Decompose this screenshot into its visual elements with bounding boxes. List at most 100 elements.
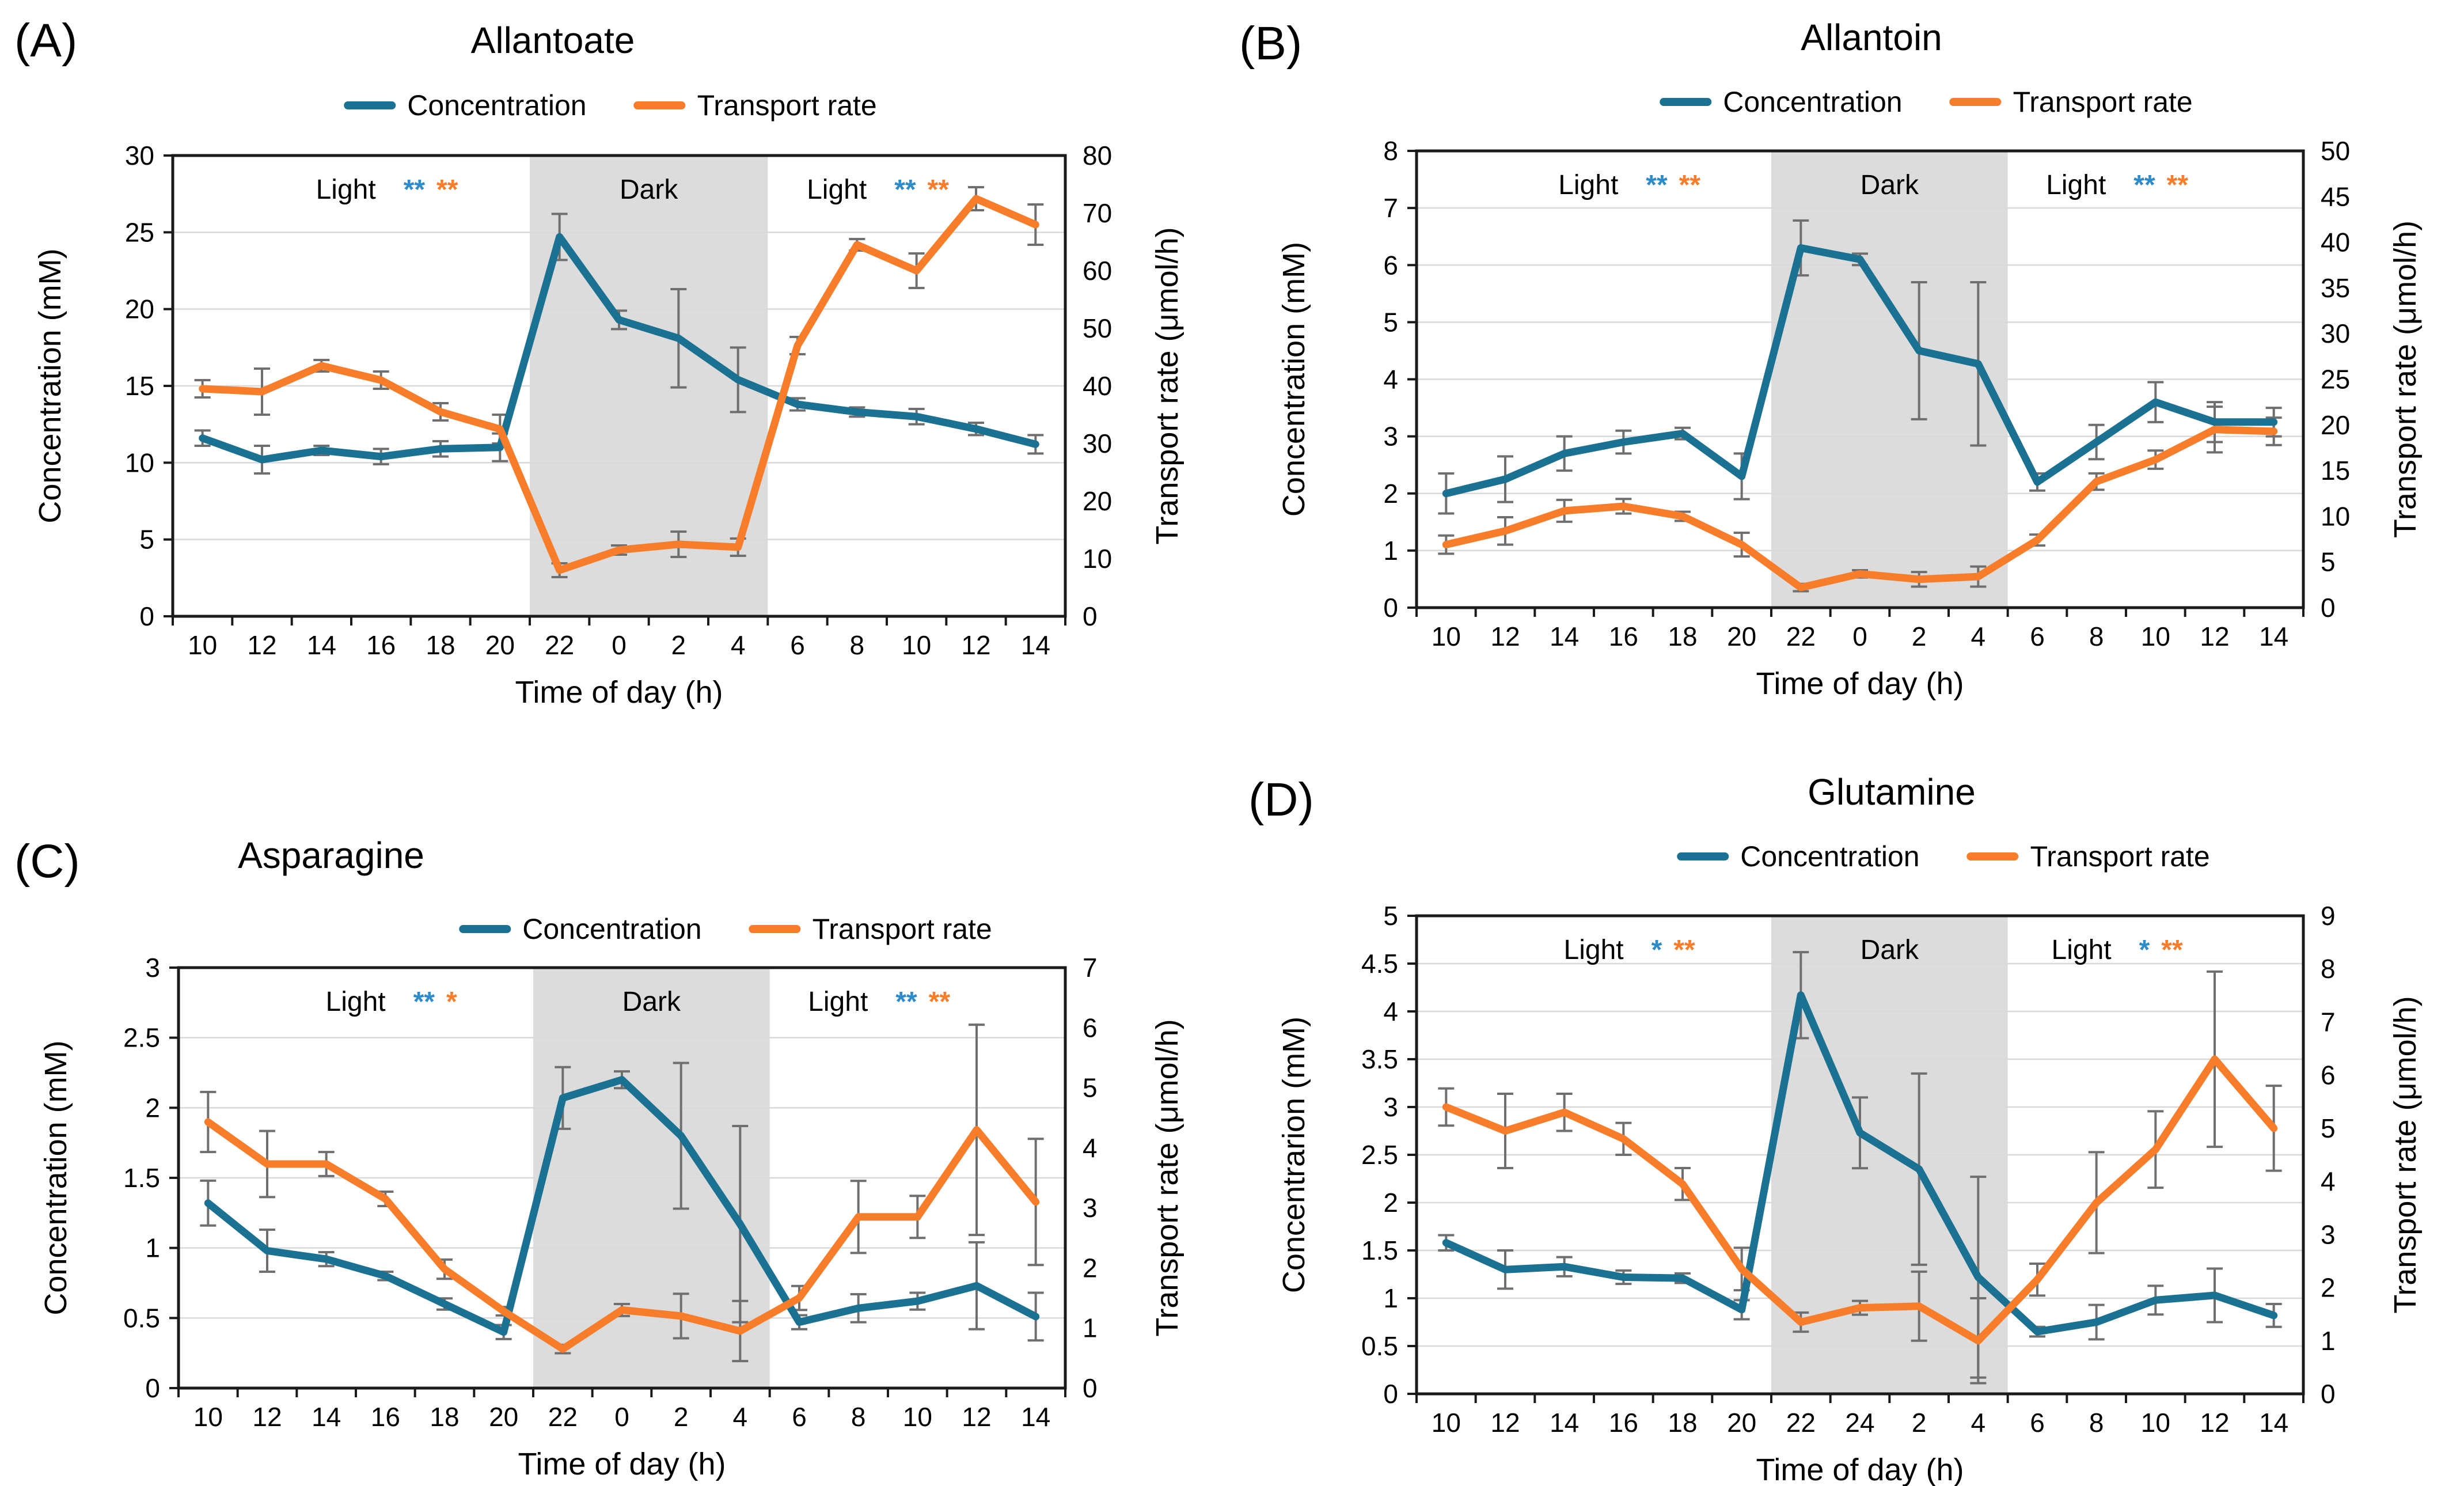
svg-text:2: 2 [674, 1402, 689, 1432]
svg-text:30: 30 [2321, 319, 2350, 348]
svg-text:15: 15 [2321, 456, 2350, 486]
svg-text:50: 50 [2321, 136, 2350, 166]
svg-text:0: 0 [1083, 601, 1098, 631]
svg-text:6: 6 [1083, 1013, 1098, 1043]
svg-text:Concentration (mM): Concentration (mM) [39, 1040, 73, 1315]
concentration-line-swatch [1677, 852, 1729, 860]
svg-text:2.5: 2.5 [1361, 1140, 1398, 1170]
svg-text:Light***: Light*** [1564, 935, 1695, 965]
svg-text:4: 4 [2321, 1166, 2336, 1196]
svg-text:18: 18 [1668, 1408, 1697, 1438]
svg-text:1.5: 1.5 [123, 1163, 160, 1193]
svg-text:70: 70 [1083, 198, 1112, 228]
svg-text:10: 10 [2321, 501, 2350, 531]
svg-text:20: 20 [125, 294, 154, 324]
svg-text:Time of day (h): Time of day (h) [515, 675, 723, 710]
panel-title: Glutamine [1808, 771, 1976, 813]
legend: Concentration Transport rate [1677, 842, 2210, 871]
svg-text:3: 3 [2321, 1219, 2336, 1249]
svg-text:6: 6 [792, 1402, 807, 1432]
svg-text:14: 14 [307, 630, 336, 660]
svg-text:5: 5 [1083, 1073, 1098, 1103]
svg-text:16: 16 [371, 1402, 400, 1432]
svg-text:2: 2 [1383, 479, 1398, 509]
svg-text:0: 0 [1083, 1373, 1098, 1403]
svg-text:2: 2 [1912, 1408, 1927, 1438]
svg-text:30: 30 [125, 141, 154, 170]
svg-text:10: 10 [1083, 544, 1112, 574]
svg-text:Dark: Dark [622, 987, 681, 1017]
svg-text:20: 20 [489, 1402, 518, 1432]
svg-text:Time of day (h): Time of day (h) [518, 1447, 726, 1481]
svg-text:4: 4 [1383, 996, 1398, 1026]
legend-label-concentration: Concentration [522, 913, 702, 945]
svg-text:8: 8 [2321, 954, 2336, 984]
svg-text:12: 12 [1490, 621, 1520, 651]
svg-text:1: 1 [1383, 1283, 1398, 1313]
svg-text:1.5: 1.5 [1361, 1235, 1398, 1265]
svg-text:0: 0 [1383, 1379, 1398, 1409]
svg-text:Dark: Dark [620, 175, 678, 205]
svg-text:3: 3 [1383, 422, 1398, 452]
svg-text:Transport rate (μmol/h): Transport rate (μmol/h) [1150, 1019, 1184, 1336]
svg-text:Transport rate (μmol/h): Transport rate (μmol/h) [1150, 227, 1184, 544]
svg-text:2: 2 [1912, 621, 1927, 651]
svg-text:22: 22 [1786, 1408, 1816, 1438]
svg-text:Time of day (h): Time of day (h) [1756, 666, 1964, 701]
svg-text:0.5: 0.5 [123, 1303, 160, 1333]
svg-text:Transport rate (μmol/h): Transport rate (μmol/h) [2388, 996, 2423, 1313]
legend: Concentration Transport rate [459, 915, 992, 943]
svg-text:22: 22 [548, 1402, 578, 1432]
legend: Concentration Transport rate [344, 91, 877, 120]
svg-text:8: 8 [851, 1402, 866, 1432]
panel-title: Asparagine [238, 835, 424, 876]
svg-text:Dark: Dark [1861, 170, 1919, 200]
svg-text:0: 0 [139, 601, 154, 631]
svg-text:Dark: Dark [1861, 935, 1919, 965]
svg-text:20: 20 [2321, 410, 2350, 440]
svg-text:12: 12 [2200, 1408, 2229, 1438]
svg-text:6: 6 [2030, 621, 2045, 651]
legend-label-transport: Transport rate [2013, 86, 2193, 118]
svg-text:1: 1 [145, 1233, 160, 1263]
svg-text:12: 12 [252, 1402, 282, 1432]
svg-text:8: 8 [850, 630, 865, 660]
svg-text:14: 14 [2259, 1408, 2288, 1438]
svg-text:14: 14 [1021, 1402, 1050, 1432]
panel-glutamine: 0 0.5 1 1.5 2 2.5 3 3.5 4 4.5 5 0 1 2 3 4 5 6 7 8 9 10 12 14 16 1… [1232, 743, 2464, 1486]
svg-text:2: 2 [145, 1093, 160, 1123]
panel-allantoin: 0 1 2 3 4 5 6 7 8 0 5 10 15 20 25 30 35 40 45 50 10 12 14 16 18 2… [1232, 0, 2464, 743]
svg-text:0: 0 [2321, 1379, 2336, 1409]
svg-text:7: 7 [2321, 1007, 2336, 1037]
transport-line-swatch [633, 101, 686, 109]
svg-text:0: 0 [145, 1373, 160, 1403]
svg-text:6: 6 [1383, 250, 1398, 280]
svg-text:Light***: Light*** [326, 987, 457, 1017]
svg-text:18: 18 [1668, 621, 1697, 651]
svg-text:16: 16 [1609, 1408, 1638, 1438]
svg-text:10: 10 [903, 1402, 932, 1432]
svg-text:Concentration (mM): Concentration (mM) [1277, 242, 1311, 517]
transport-line-swatch [749, 925, 801, 933]
panel-label: (D) [1248, 774, 1314, 826]
svg-text:45: 45 [2321, 181, 2350, 211]
svg-text:7: 7 [1383, 193, 1398, 223]
svg-text:10: 10 [2141, 621, 2170, 651]
svg-text:5: 5 [1383, 307, 1398, 337]
svg-text:30: 30 [1083, 429, 1112, 458]
svg-text:18: 18 [426, 630, 455, 660]
svg-text:4: 4 [1971, 1408, 1986, 1438]
legend-label-concentration: Concentration [1723, 86, 1903, 118]
transport-line-swatch [1966, 852, 2019, 860]
svg-text:7: 7 [1083, 953, 1098, 983]
svg-text:3: 3 [145, 953, 160, 983]
svg-text:14: 14 [1550, 1408, 1579, 1438]
svg-text:5: 5 [1383, 901, 1398, 931]
svg-text:10: 10 [188, 630, 217, 660]
svg-text:22: 22 [545, 630, 574, 660]
svg-text:5: 5 [139, 525, 154, 555]
panel-title: Allantoin [1801, 17, 1942, 58]
concentration-line-swatch [1660, 98, 1712, 106]
